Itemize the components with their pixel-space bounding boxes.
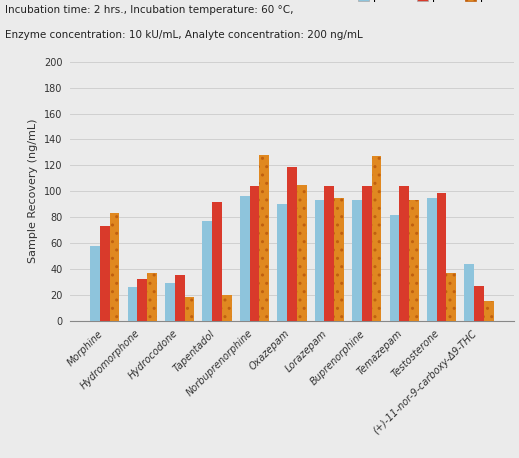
Bar bbox=[165, 283, 175, 321]
Bar bbox=[409, 200, 419, 321]
Bar bbox=[287, 167, 297, 321]
Bar bbox=[390, 214, 399, 321]
Bar bbox=[437, 192, 446, 321]
Bar bbox=[474, 286, 484, 321]
Bar bbox=[446, 273, 456, 321]
Bar bbox=[277, 204, 287, 321]
Bar bbox=[362, 186, 372, 321]
Bar bbox=[334, 198, 344, 321]
Bar bbox=[222, 295, 231, 321]
Text: Enzyme concentration: 10 kU/mL, Analyte concentration: 200 ng/mL: Enzyme concentration: 10 kU/mL, Analyte … bbox=[5, 30, 363, 40]
Bar bbox=[90, 245, 100, 321]
Bar bbox=[202, 221, 212, 321]
Bar bbox=[372, 156, 381, 321]
Bar bbox=[352, 200, 362, 321]
Bar bbox=[138, 279, 147, 321]
Bar bbox=[240, 196, 250, 321]
Legend: pH 4.5, pH 5, pH 6: pH 4.5, pH 5, pH 6 bbox=[356, 0, 508, 5]
Bar bbox=[212, 202, 222, 321]
Bar bbox=[324, 186, 334, 321]
Text: Incubation time: 2 hrs., Incubation temperature: 60 °C,: Incubation time: 2 hrs., Incubation temp… bbox=[5, 5, 294, 15]
Bar bbox=[297, 185, 307, 321]
Bar bbox=[100, 226, 110, 321]
Bar bbox=[465, 264, 474, 321]
Bar bbox=[250, 186, 260, 321]
Bar bbox=[315, 200, 324, 321]
Bar bbox=[399, 186, 409, 321]
Bar bbox=[260, 155, 269, 321]
Bar bbox=[484, 301, 494, 321]
Y-axis label: Sample Recovery (ng/mL): Sample Recovery (ng/mL) bbox=[29, 119, 38, 263]
Bar bbox=[185, 297, 194, 321]
Bar bbox=[427, 198, 437, 321]
Bar bbox=[175, 275, 185, 321]
Bar bbox=[110, 213, 119, 321]
Bar bbox=[147, 273, 157, 321]
Bar bbox=[128, 287, 138, 321]
